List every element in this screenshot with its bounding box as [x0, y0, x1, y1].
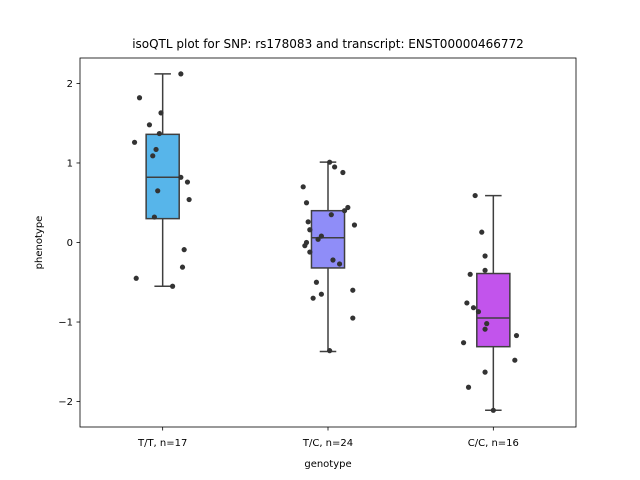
data-point [482, 369, 488, 375]
data-point [158, 110, 164, 116]
data-point [315, 236, 321, 242]
data-point [327, 159, 333, 165]
data-point [307, 227, 313, 233]
chart-title: isoQTL plot for SNP: rs178083 and transc… [132, 37, 524, 51]
data-point [470, 305, 477, 311]
y-tick-label: −1 [58, 318, 73, 329]
data-point [465, 384, 472, 390]
y-tick-label: 0 [67, 238, 73, 249]
x-tick-label: T/T, n=17 [137, 438, 187, 449]
y-tick-label: 2 [67, 79, 73, 90]
data-point [350, 315, 356, 321]
data-point [467, 271, 473, 277]
box-iqr [145, 133, 180, 220]
box-group [145, 73, 180, 287]
data-point [300, 184, 306, 190]
data-point [184, 179, 191, 185]
data-point [482, 267, 488, 273]
data-point [179, 264, 186, 270]
box-iqr [476, 272, 511, 348]
data-point [460, 340, 467, 346]
data-point [313, 279, 320, 285]
data-point [475, 309, 482, 315]
data-point [336, 261, 343, 267]
data-point [151, 214, 157, 220]
strip-points [300, 159, 358, 354]
data-point [513, 332, 520, 339]
data-point [133, 275, 139, 281]
x-tick-label: C/C, n=16 [468, 438, 519, 449]
strip-points [131, 71, 192, 289]
data-point [155, 188, 161, 194]
y-axis-label: phenotype [34, 216, 45, 270]
data-point [178, 71, 184, 77]
data-point [318, 291, 324, 297]
data-point [490, 407, 496, 413]
data-point [328, 212, 334, 218]
data-point [186, 196, 192, 203]
x-axis-label: genotype [304, 459, 351, 470]
data-point [512, 357, 518, 363]
data-point [305, 219, 311, 225]
data-point [472, 192, 478, 199]
data-point [482, 253, 488, 259]
data-point [318, 233, 324, 239]
data-point [178, 174, 184, 180]
x-axis: T/T, n=17 T/C, n=24 C/C, n=16 [137, 427, 519, 449]
data-point [464, 300, 470, 306]
strip-points [460, 192, 520, 413]
data-point [307, 249, 313, 255]
data-point [153, 146, 159, 153]
data-point [341, 208, 348, 214]
data-point [330, 257, 336, 263]
y-tick-label: −2 [58, 397, 73, 408]
data-point [310, 295, 316, 301]
y-tick-label: 1 [67, 158, 73, 169]
data-point [350, 287, 356, 293]
data-point [479, 229, 485, 235]
data-point [169, 283, 176, 289]
data-point [340, 169, 346, 176]
data-point [302, 243, 308, 249]
data-point [146, 122, 153, 128]
data-point [345, 204, 351, 211]
y-axis: −2 −1 0 1 2 [58, 79, 80, 408]
data-point [482, 326, 488, 332]
data-point [136, 95, 143, 101]
data-point [303, 200, 310, 206]
data-point [332, 164, 338, 170]
data-point [131, 139, 138, 145]
data-point [181, 247, 187, 253]
x-tick-label: T/C, n=24 [302, 438, 353, 449]
data-point [351, 222, 358, 228]
data-point [150, 153, 156, 159]
data-point [156, 130, 162, 137]
data-point [327, 348, 333, 354]
data-point [484, 321, 490, 327]
plot-area [131, 71, 520, 413]
